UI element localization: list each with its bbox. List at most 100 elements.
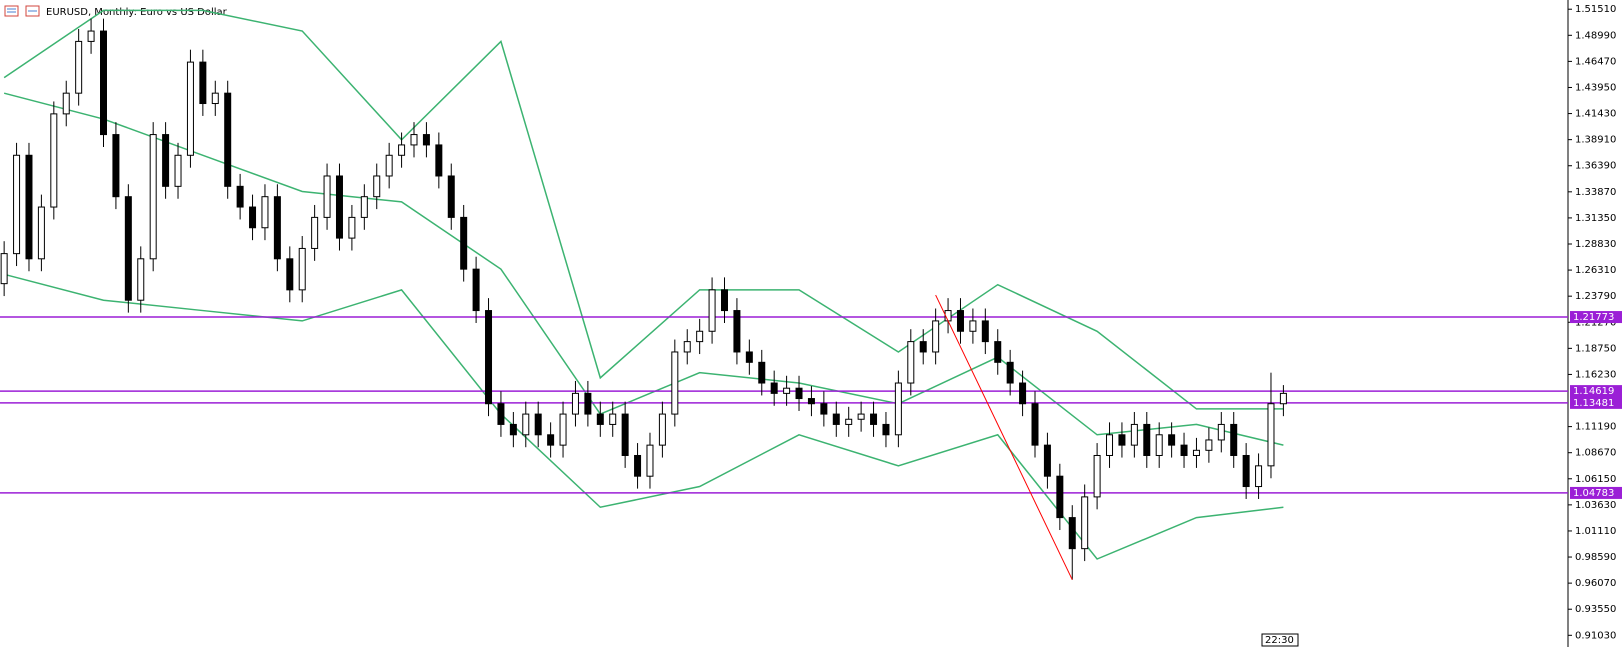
level-label-box [1570, 385, 1622, 398]
candle-body [932, 320, 940, 353]
candle-body [1155, 434, 1163, 456]
candle-body [584, 392, 592, 415]
candle-body [1143, 423, 1151, 456]
y-tick-label: 1.51510 [1575, 4, 1616, 15]
timer-label: 22:30 [1265, 635, 1294, 646]
candle-body [1031, 403, 1039, 446]
candle-body [298, 247, 306, 291]
candle-body [13, 154, 21, 255]
candle-body [410, 134, 418, 146]
y-tick-label: 1.48990 [1575, 30, 1616, 41]
chart-title: EURUSD, Monthly: Euro vs US Dollar [46, 7, 228, 18]
candle-body [1106, 434, 1114, 456]
candle-body [522, 413, 530, 436]
candle-body [360, 196, 368, 218]
candle-body [1180, 444, 1188, 456]
candle-body [1043, 444, 1051, 477]
band-lower [3, 273, 1284, 560]
candle-body [385, 154, 393, 177]
candle-body [460, 216, 468, 270]
candle-body [87, 30, 95, 42]
band-upper [3, 9, 1284, 410]
candle-body [62, 92, 70, 115]
candle-body [994, 341, 1002, 363]
candle-body [236, 185, 244, 208]
candle-body [472, 268, 480, 312]
trend-line [935, 294, 1073, 580]
candle-body [534, 413, 542, 436]
y-tick-label: 1.31350 [1575, 213, 1616, 224]
y-tick-label: 1.26310 [1575, 265, 1616, 276]
candle-body [373, 175, 381, 198]
candle-body [832, 413, 840, 425]
candle-body [807, 398, 815, 405]
candle-body [348, 216, 356, 239]
candle-body [683, 341, 691, 353]
candle-body [1267, 403, 1275, 467]
candle-body [708, 289, 716, 332]
candle-body [199, 61, 207, 105]
candle-body [658, 413, 666, 446]
candle-body [820, 403, 828, 415]
candle-body [249, 206, 257, 229]
candle-body [1279, 392, 1287, 405]
candle-body [857, 413, 865, 420]
candle-body [186, 61, 194, 156]
y-tick-label: 1.38910 [1575, 135, 1616, 146]
candle-body [1056, 475, 1064, 519]
candle-body [609, 413, 617, 425]
candle-body [1230, 423, 1238, 456]
candle-body [547, 434, 555, 446]
candle-body [211, 92, 219, 105]
candle-body [124, 196, 132, 301]
candle-body [882, 423, 890, 436]
candle-body [50, 113, 58, 208]
level-label-box [1570, 396, 1622, 409]
candle-body [422, 134, 430, 146]
candle-body [956, 310, 964, 332]
candle-body [621, 413, 629, 456]
candle-body [261, 196, 269, 229]
candle-body [770, 382, 778, 394]
y-tick-label: 1.16230 [1575, 369, 1616, 380]
candle-body [981, 320, 989, 343]
symbol-icon [4, 5, 40, 17]
candle-body [0, 253, 8, 285]
timer-box [1261, 633, 1299, 647]
level-label: 1.13481 [1573, 398, 1614, 409]
candle-body [509, 423, 517, 436]
candle-body [37, 206, 45, 260]
candle-body [894, 382, 902, 436]
candle-body [1217, 423, 1225, 441]
y-tick-label: 1.08670 [1575, 448, 1616, 459]
y-tick-label: 1.18750 [1575, 343, 1616, 354]
y-tick-label: 1.11190 [1575, 422, 1616, 433]
candle-body [335, 175, 343, 239]
candle-body [571, 392, 579, 415]
candle-body [162, 134, 170, 187]
candle-body [969, 320, 977, 332]
candle-body [646, 444, 654, 477]
candle-body [559, 413, 567, 446]
candle-body [273, 196, 281, 260]
candle-body [783, 387, 791, 394]
level-label: 1.04783 [1573, 488, 1614, 499]
candle-body [721, 289, 728, 312]
y-tick-label: 1.06150 [1575, 474, 1616, 485]
candle-body [112, 134, 120, 198]
y-tick-label: 1.03630 [1575, 500, 1616, 511]
candle-body [75, 40, 83, 94]
y-tick-label: 0.98590 [1575, 552, 1616, 563]
band-middle [3, 92, 1284, 446]
candle-body [870, 413, 878, 425]
candle-body [224, 92, 232, 187]
candle-body [398, 144, 406, 156]
y-tick-label: 1.28830 [1575, 239, 1616, 250]
y-tick-label: 1.46470 [1575, 56, 1616, 67]
candle-body [1168, 434, 1176, 446]
candle-body [919, 341, 927, 353]
candle-body [671, 351, 679, 415]
candle-body [1006, 361, 1014, 384]
